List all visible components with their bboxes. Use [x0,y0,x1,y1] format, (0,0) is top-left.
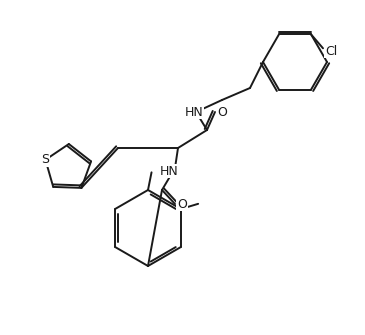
Text: O: O [217,106,227,119]
Text: O: O [177,198,187,210]
Text: HN: HN [160,164,178,178]
Text: Cl: Cl [325,45,337,58]
Text: S: S [42,153,49,166]
Text: HN: HN [185,106,203,119]
